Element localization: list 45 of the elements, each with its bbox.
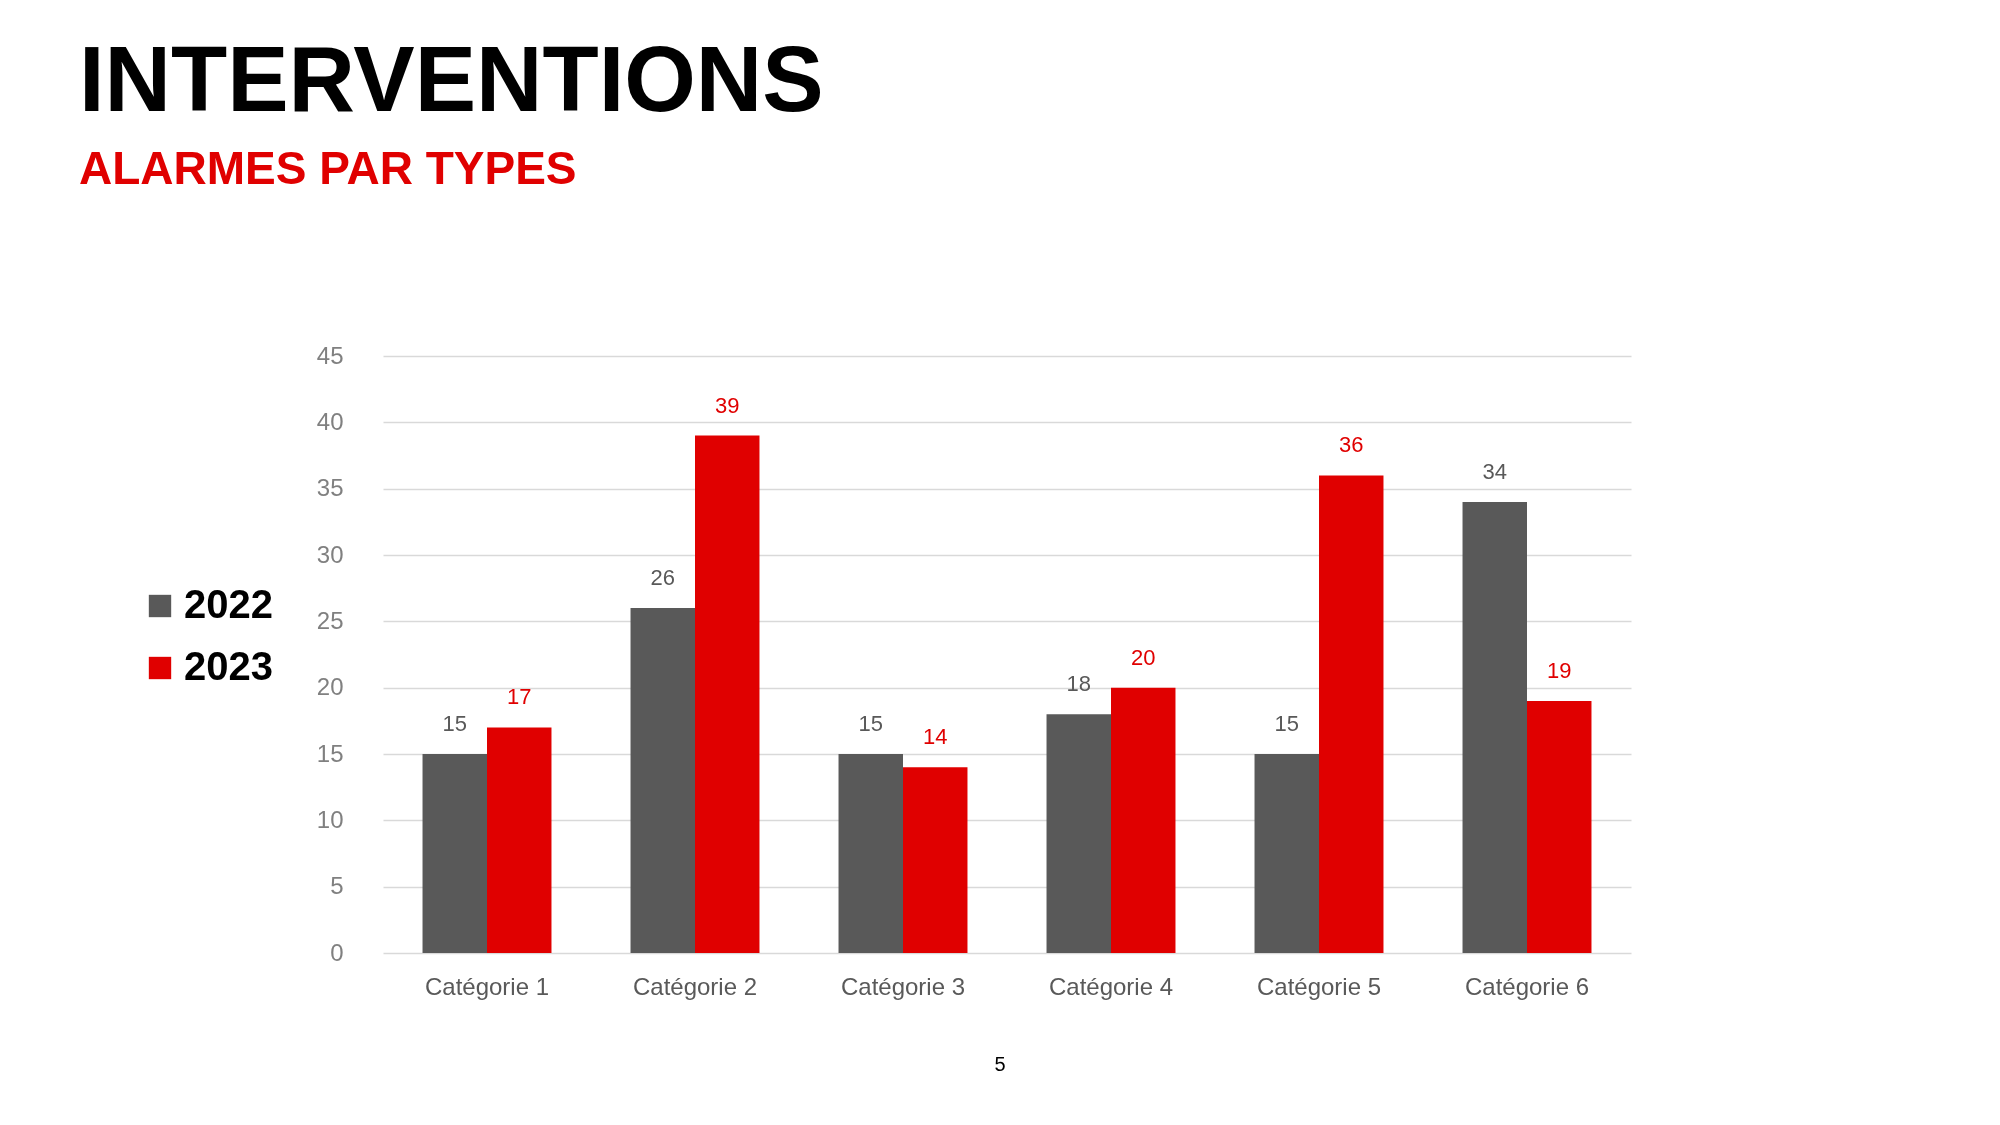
data-label: 39 [715, 392, 740, 418]
bar [1254, 754, 1319, 953]
bar [903, 767, 968, 953]
legend-label: 2023 [184, 644, 273, 688]
x-tick-label: Catégorie 3 [840, 972, 966, 1000]
bar [1046, 714, 1111, 953]
y-tick-label: 5 [330, 872, 344, 900]
x-tick-label: Catégorie 1 [424, 972, 550, 1000]
bar [838, 754, 903, 953]
chart-subtitle: ALARMES PAR TYPES [79, 142, 577, 194]
data-label: 14 [923, 724, 948, 750]
y-tick-label: 20 [316, 673, 344, 701]
data-label: 18 [1066, 671, 1091, 697]
bar [1462, 501, 1527, 953]
data-label: 19 [1547, 657, 1572, 683]
bar [1111, 687, 1176, 953]
legend-label: 2022 [184, 582, 273, 626]
data-label: 36 [1339, 432, 1364, 458]
y-tick-label: 45 [316, 341, 344, 369]
data-label: 20 [1131, 644, 1156, 670]
y-tick-label: 35 [316, 474, 344, 502]
y-tick-label: 30 [316, 540, 344, 568]
text: 5 [994, 1053, 1006, 1075]
bar [630, 608, 695, 953]
bar [487, 727, 552, 953]
bar [1527, 700, 1592, 953]
data-label: 15 [442, 711, 467, 736]
y-tick-label: 10 [316, 805, 344, 833]
data-label: 34 [1482, 458, 1507, 484]
y-tick-label: 25 [316, 606, 344, 634]
y-tick-label: 0 [330, 938, 344, 966]
x-tick-label: Catégorie 5 [1256, 972, 1382, 1000]
chart-title: INTERVENTIONS [79, 28, 824, 130]
bar [422, 754, 487, 953]
bar [1319, 475, 1384, 953]
data-label: 17 [507, 684, 532, 710]
data-label: 26 [650, 565, 675, 591]
data-label: 15 [1274, 711, 1299, 736]
x-tick-label: Catégorie 4 [1048, 972, 1174, 1000]
x-tick-label: Catégorie 6 [1464, 972, 1590, 1000]
data-label: 15 [858, 711, 883, 736]
y-tick-label: 15 [316, 739, 344, 767]
y-tick-label: 40 [316, 407, 344, 435]
bar [695, 435, 760, 953]
x-tick-label: Catégorie 2 [632, 972, 758, 1000]
